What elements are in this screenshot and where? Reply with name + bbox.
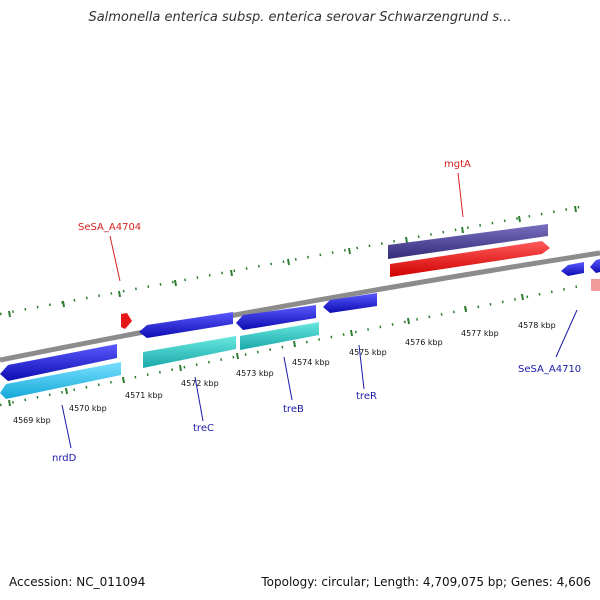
tick-label: 4576 kbp — [405, 338, 443, 347]
tick-label: 4571 kbp — [125, 391, 163, 400]
tick-label: 4575 kbp — [349, 348, 387, 357]
SeSA_A4704-leader — [109, 235, 121, 282]
SeSA_A4710-leader — [555, 309, 578, 358]
gene-label-treR[interactable]: treR — [356, 391, 377, 402]
treR-leader — [358, 344, 365, 390]
tick-label: 4570 kbp — [69, 404, 107, 413]
edge-pink-feature[interactable] — [591, 279, 600, 291]
treC-leader — [194, 376, 204, 422]
gene-label-nrdD[interactable]: nrdD — [52, 453, 77, 464]
treC-rna-feature[interactable] — [143, 336, 236, 368]
forward-major-ticks — [8, 205, 577, 318]
nrdD-leader — [61, 404, 72, 449]
reverse-major-ticks — [8, 293, 524, 407]
tick-label: 4578 kbp — [518, 321, 556, 330]
gene-label-treB[interactable]: treB — [283, 404, 304, 415]
treB-leader — [283, 356, 293, 401]
SeSA_A4704-feature[interactable] — [121, 313, 132, 329]
mgtA-leader — [457, 172, 464, 218]
tick-label: 4577 kbp — [461, 329, 499, 338]
treB-cds-feature[interactable] — [236, 305, 316, 330]
tick-label: 4572 kbp — [181, 379, 219, 388]
gene-label-mgtA[interactable]: mgtA — [444, 159, 471, 170]
gene-label-SeSA_A4710[interactable]: SeSA_A4710 — [518, 364, 581, 375]
tick-label: 4569 kbp — [13, 416, 51, 425]
mgtA-feature[interactable] — [388, 224, 548, 259]
nrdD-rna-feature[interactable] — [0, 362, 121, 399]
forward-cds-feature[interactable] — [390, 241, 550, 277]
accession-label: Accession: NC_011094 — [9, 575, 146, 589]
treB-rna-feature[interactable] — [240, 322, 319, 350]
genome-backbone — [0, 250, 600, 363]
map-title: Salmonella enterica subsp. enterica sero… — [88, 10, 512, 25]
treR-cds-feature[interactable] — [323, 293, 377, 313]
tick-label: 4573 kbp — [236, 369, 274, 378]
gene-label-treC[interactable]: treC — [193, 423, 214, 434]
tick-label: 4574 kbp — [292, 358, 330, 367]
gene-label-SeSA_A4704[interactable]: SeSA_A4704 — [78, 222, 141, 233]
nrdD-cds-feature[interactable] — [0, 344, 117, 381]
topology-label: Topology: circular; Length: 4,709,075 bp… — [261, 575, 591, 589]
SeSA_A4710-cds-feature[interactable] — [561, 262, 584, 276]
treC-cds-feature[interactable] — [139, 312, 233, 338]
edge-cds-feature[interactable] — [590, 259, 600, 273]
